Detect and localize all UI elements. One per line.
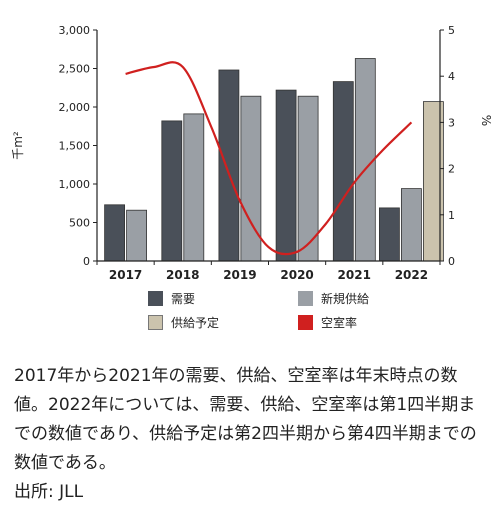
legend-swatch-new-supply — [298, 291, 313, 306]
bar-demand-2021 — [332, 81, 354, 262]
bar-new-supply-2019 — [240, 95, 262, 262]
vacancy-line-group — [125, 61, 413, 256]
y2-tick-label-4: 4 — [448, 70, 455, 83]
y-tick-label-1: 500 — [69, 217, 90, 230]
caption-source: 出所: JLL — [14, 482, 84, 502]
legend-item-planned-supply: 供給予定 — [148, 314, 219, 331]
bar-demand-2020 — [275, 89, 297, 262]
x-tick-label-2019: 2019 — [223, 268, 256, 282]
x-tick-label-2020: 2020 — [280, 268, 313, 282]
vacancy-rate-line — [125, 61, 413, 256]
bar-new-supply-2018 — [183, 113, 205, 262]
bar-demand-2019 — [218, 69, 240, 262]
legend-swatch-vacancy-rate — [298, 315, 313, 330]
bar-demand-2017 — [104, 204, 125, 262]
legend-label-new-supply: 新規供給 — [321, 292, 370, 306]
legend-item-vacancy-rate: 空室率 — [298, 314, 357, 331]
legend-label-demand: 需要 — [171, 292, 196, 306]
y2-tick-label-0: 0 — [448, 255, 455, 268]
x-tick-label-2022: 2022 — [395, 268, 428, 282]
legend-swatch-planned-supply — [148, 315, 163, 330]
chart: 0 500 1,000 1,500 2,000 2,500 3,000 0 1 2 3 4 5 2017 2… — [11, 24, 493, 282]
y2-axis-title: % — [479, 115, 493, 126]
y-tick-label-0: 0 — [83, 255, 90, 268]
y2-tick-label-1: 1 — [448, 209, 455, 222]
bar-new-supply-2022 — [400, 188, 422, 262]
axes-group: 0 500 1,000 1,500 2,000 2,500 3,000 0 1 2 3 4 5 2017 2… — [11, 24, 493, 282]
y-tick-label-3: 1,500 — [59, 140, 91, 153]
x-tick-label-2021: 2021 — [338, 268, 371, 282]
x-tick-label-2018: 2018 — [166, 268, 199, 282]
bar-demand-2018 — [161, 120, 183, 262]
legend-swatch-demand — [148, 291, 163, 306]
y-tick-label-4: 2,000 — [59, 101, 91, 114]
x-tick-label-2017: 2017 — [109, 268, 142, 282]
caption-note: 2017年から2021年の需要、供給、空室率は年末時点の数値。2022年について… — [14, 366, 477, 473]
legend-item-new-supply: 新規供給 — [298, 290, 369, 307]
y2-tick-label-2: 2 — [448, 163, 455, 176]
y2-tick-label-3: 3 — [448, 116, 455, 129]
legend-item-demand: 需要 — [148, 290, 195, 307]
y-tick-label-5: 2,500 — [59, 63, 91, 76]
bar-demand-2022 — [378, 207, 400, 262]
y-axis-title: 千m² — [11, 131, 25, 160]
bar-new-supply-2017 — [126, 209, 147, 262]
bars-group — [104, 58, 444, 262]
legend-label-vacancy-rate: 空室率 — [321, 316, 358, 330]
y2-tick-label-5: 5 — [448, 24, 455, 37]
caption: 2017年から2021年の需要、供給、空室率は年末時点の数値。2022年について… — [14, 362, 490, 507]
legend-label-planned-supply: 供給予定 — [171, 316, 220, 330]
y-tick-label-6: 3,000 — [59, 24, 91, 37]
y-tick-label-2: 1,000 — [59, 178, 91, 191]
